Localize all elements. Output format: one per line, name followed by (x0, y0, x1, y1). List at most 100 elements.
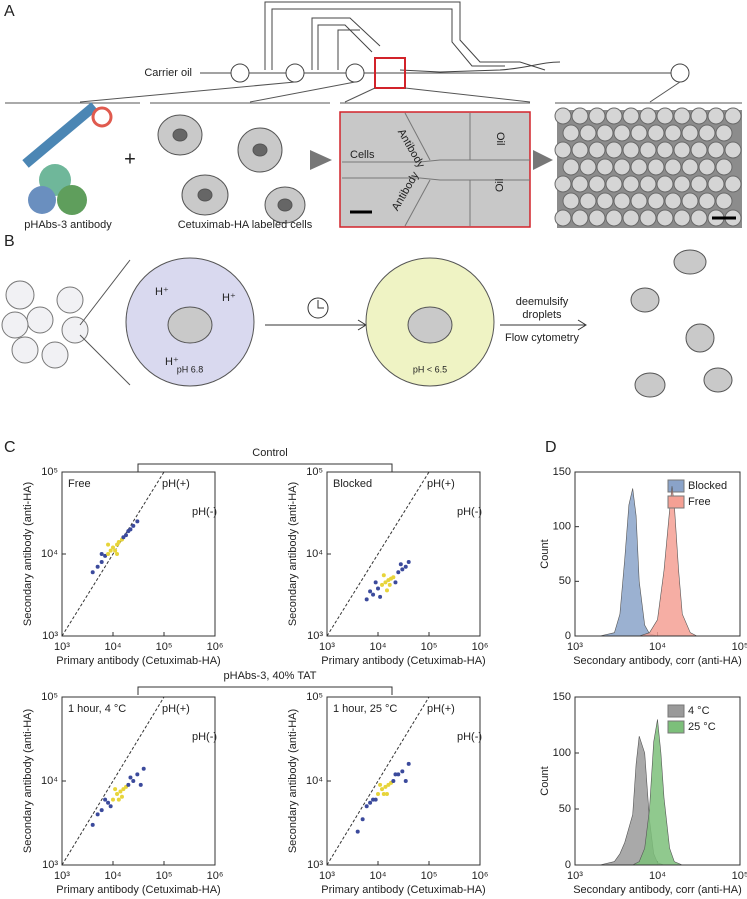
point (355, 829, 360, 834)
droplet (596, 192, 614, 210)
y-tick-label: 100 (553, 521, 571, 533)
point (381, 573, 386, 578)
group-label: Control (252, 447, 287, 459)
x-tick-label: 10³ (54, 641, 70, 653)
droplet-cluster (1, 280, 89, 369)
x-axis-label: Secondary antibody, corr (anti-HA) (573, 884, 742, 896)
x-axis-label: Secondary antibody, corr (anti-HA) (573, 655, 742, 667)
droplet (664, 158, 682, 176)
x-tick-label: 10³ (567, 641, 583, 653)
droplet (715, 158, 733, 176)
legend-label: Free (688, 496, 711, 508)
x-tick-label: 10⁴ (370, 641, 387, 653)
point (135, 772, 140, 777)
x-tick-label: 10³ (54, 870, 70, 882)
droplet (622, 175, 640, 193)
x-axis-label: Primary antibody (Cetuximab-HA) (321, 655, 485, 667)
point (384, 588, 389, 593)
point (373, 580, 378, 585)
y-tick-label: 10⁴ (306, 548, 323, 560)
legend-swatch (667, 495, 685, 509)
chip (200, 1, 680, 74)
droplet (656, 141, 674, 159)
point (378, 782, 383, 787)
droplet (554, 209, 572, 227)
panel-letter: C (4, 439, 16, 456)
point (368, 589, 373, 594)
diagonal (326, 471, 430, 637)
x-tick-label: 10⁵ (732, 870, 747, 882)
droplet (690, 141, 708, 159)
area (639, 486, 698, 637)
y-tick-label: 150 (553, 691, 571, 703)
legend-label: 4 °C (688, 705, 710, 717)
droplet (664, 192, 682, 210)
droplet (664, 124, 682, 142)
droplet (554, 141, 572, 159)
droplet (562, 124, 580, 142)
plot-frame (61, 471, 216, 637)
plot-frame (574, 696, 741, 866)
point (396, 772, 401, 777)
y-tick-label: 0 (565, 859, 571, 871)
diagonal (326, 696, 430, 866)
point (360, 817, 365, 822)
droplets (554, 107, 742, 227)
point (403, 564, 408, 569)
point (90, 570, 95, 575)
plot-frame (574, 471, 741, 637)
point (380, 582, 385, 587)
point (95, 564, 100, 569)
x-tick-label: 10⁴ (105, 641, 122, 653)
droplet (588, 141, 606, 159)
legend-swatch (667, 720, 685, 734)
point (99, 808, 104, 813)
y-axis-label: Secondary antibody (anti-HA) (22, 482, 34, 626)
x-tick-label: 10⁵ (421, 641, 438, 653)
y-tick-label: 10⁴ (41, 548, 58, 560)
droplet (707, 175, 725, 193)
x-tick-label: 10⁵ (421, 870, 438, 882)
area (632, 719, 683, 866)
point (368, 800, 373, 805)
y-tick-label: 10³ (42, 859, 58, 871)
point (364, 597, 369, 602)
point (119, 794, 124, 799)
point (115, 792, 120, 797)
droplet (707, 107, 725, 125)
point (103, 553, 108, 558)
legend-label: Blocked (688, 480, 727, 492)
annotation: pH(-) (457, 506, 482, 518)
carrier-oil-label: Carrier oil (144, 67, 192, 79)
point (135, 519, 140, 524)
point (376, 586, 380, 591)
point (396, 570, 401, 575)
x-tick-label: 10⁵ (732, 641, 747, 653)
x-tick-label: 10⁶ (207, 641, 224, 653)
droplet (579, 158, 597, 176)
droplet (571, 209, 589, 227)
x-tick-label: 10³ (319, 870, 335, 882)
point (108, 804, 113, 809)
cell (407, 306, 453, 344)
proton: H⁺ (165, 356, 179, 368)
arrow (310, 150, 332, 170)
cells-icon (157, 114, 306, 224)
droplet (571, 107, 589, 125)
annotation: pH(+) (162, 703, 190, 715)
point (121, 535, 126, 540)
point (373, 797, 378, 802)
x-tick-label: 10³ (567, 870, 583, 882)
group-label: pHAbs-3, 40% TAT (224, 670, 317, 682)
x-tick-label: 10⁶ (207, 870, 224, 882)
point (126, 782, 131, 787)
x-tick-label: 10⁴ (105, 870, 122, 882)
micrograph-label: Oil (494, 132, 506, 145)
droplet (707, 141, 725, 159)
cell (167, 306, 213, 344)
point (391, 779, 396, 783)
droplet (724, 175, 742, 193)
point (99, 559, 104, 564)
area (599, 488, 658, 637)
y-axis-label: Count (539, 539, 551, 568)
